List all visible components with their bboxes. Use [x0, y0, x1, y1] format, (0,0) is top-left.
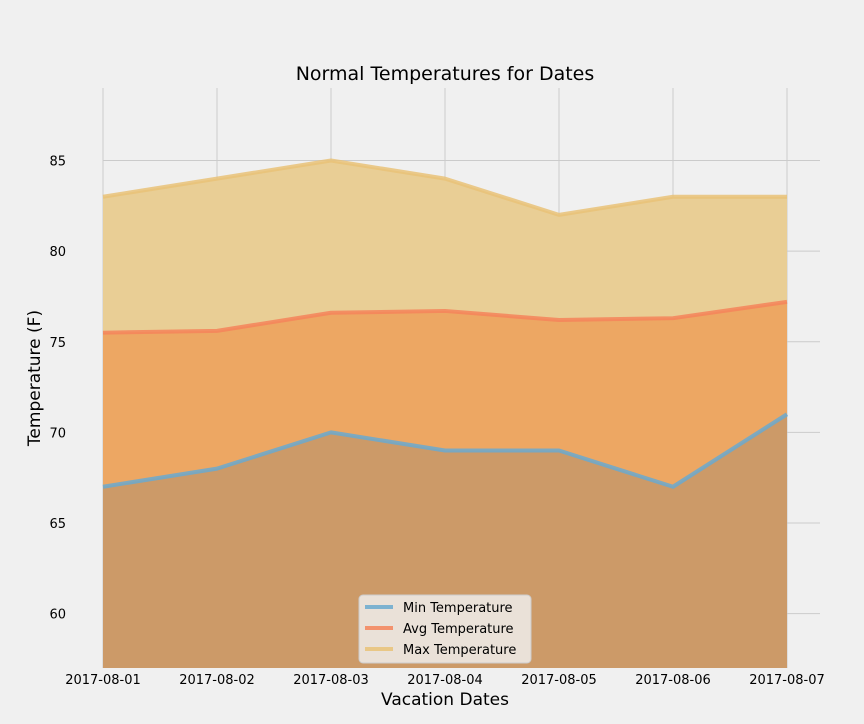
x-tick-label: 2017-08-02 [179, 673, 255, 688]
x-tick-label: 2017-08-03 [293, 673, 369, 688]
area-fills [103, 160, 787, 668]
x-tick-label: 2017-08-05 [521, 673, 597, 688]
y-tick-label: 60 [49, 608, 66, 623]
y-tick-label: 75 [49, 336, 66, 351]
series-lines [102, 158, 789, 489]
x-tick-label: 2017-08-06 [635, 673, 711, 688]
y-axis-label: Temperature (F) [25, 310, 45, 447]
chart-title: Normal Temperatures for Dates [296, 63, 595, 85]
legend: Min Temperature Avg Temperature Max Temper… [358, 594, 532, 664]
x-tick-label: 2017-08-04 [407, 673, 483, 688]
x-axis-label: Vacation Dates [381, 690, 509, 710]
legend-label: Min Temperature [403, 601, 513, 616]
area-min-temperature [103, 414, 787, 668]
legend-label: Max Temperature [403, 643, 516, 658]
y-tick-label: 80 [49, 245, 66, 260]
x-tick-label: 2017-08-01 [65, 673, 141, 688]
legend-label: Avg Temperature [403, 622, 514, 637]
y-tick-label: 85 [49, 155, 66, 170]
line-avg-temperature [102, 299, 788, 335]
y-tick-label: 65 [49, 517, 66, 532]
y-tick-label: 70 [49, 426, 66, 441]
x-tick-label: 2017-08-07 [749, 673, 825, 688]
line-min-temperature [102, 412, 789, 489]
legend-box [358, 594, 532, 664]
tick-labels: 60 65 70 75 80 85 2017-08-01 2017-08-02 2017-08-… [49, 155, 824, 689]
line-max-temperature [102, 158, 787, 217]
